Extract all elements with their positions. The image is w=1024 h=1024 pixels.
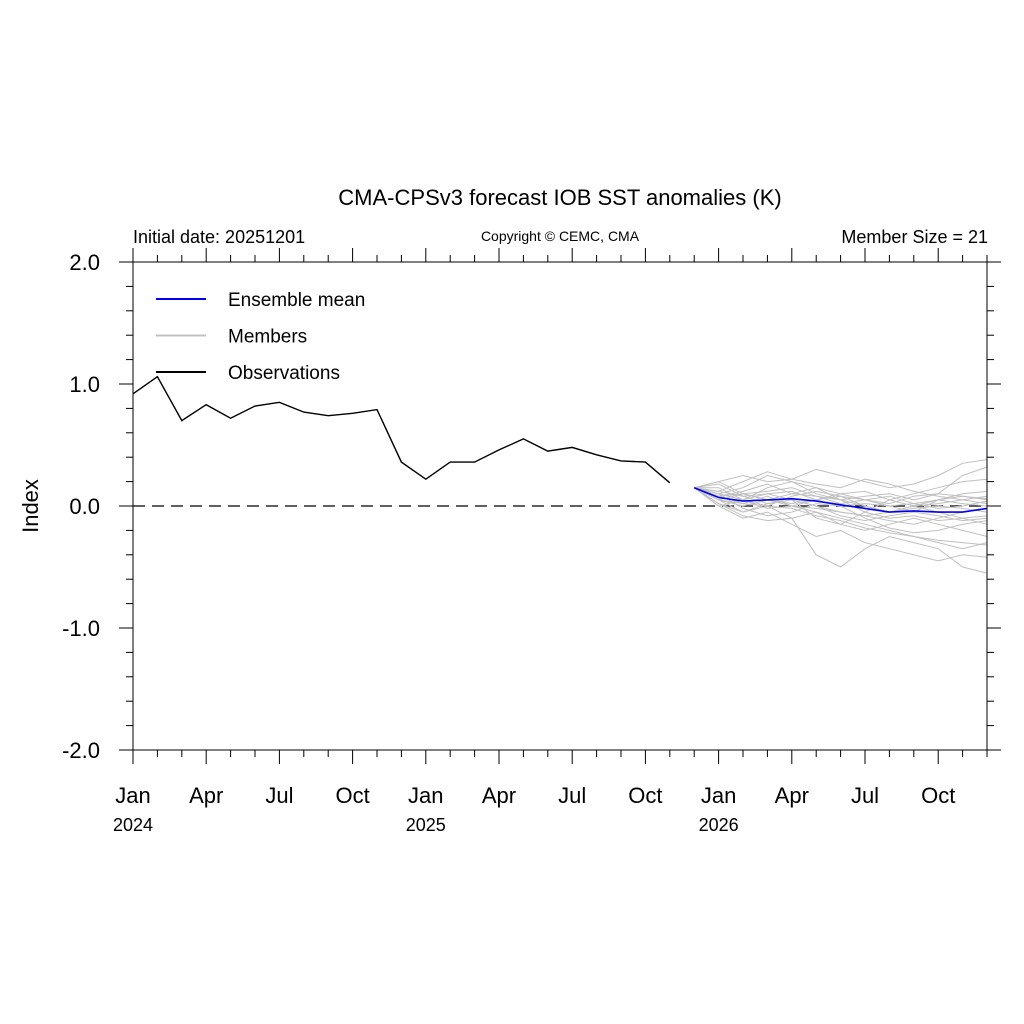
members-series-layer bbox=[693, 459, 988, 574]
x-tick-label: Oct bbox=[335, 783, 369, 808]
plot-frame bbox=[132, 261, 988, 751]
x-tick-label: Jan bbox=[408, 783, 443, 808]
member-line bbox=[694, 487, 988, 505]
y-tick-label: 0.0 bbox=[69, 494, 100, 519]
x-year-label: 2026 bbox=[699, 815, 739, 835]
x-tick-label: Jul bbox=[558, 783, 586, 808]
x-year-label: 2024 bbox=[113, 815, 153, 835]
y-tick-label: -1.0 bbox=[62, 616, 100, 641]
member-line bbox=[693, 487, 988, 522]
chart-title: CMA-CPSv3 forecast IOB SST anomalies (K) bbox=[338, 185, 781, 210]
legend-label: Members bbox=[228, 327, 307, 348]
ensemble-mean-line bbox=[693, 486, 988, 513]
x-tick-label: Oct bbox=[921, 783, 955, 808]
x-tick-label: Apr bbox=[189, 783, 223, 808]
legend-label: Ensemble mean bbox=[228, 290, 365, 311]
chart-subtitle-center: Copyright © CEMC, CMA bbox=[481, 228, 640, 244]
y-tick-label: 2.0 bbox=[69, 250, 100, 275]
y-axis-label: Index bbox=[18, 479, 43, 533]
member-line bbox=[694, 481, 988, 550]
x-tick-label: Jul bbox=[265, 783, 293, 808]
plot-frame-layer bbox=[132, 261, 988, 751]
x-tick-label: Apr bbox=[775, 783, 809, 808]
chart-subtitle-right: Member Size = 21 bbox=[841, 227, 988, 247]
axis-ticks-layer bbox=[119, 248, 1001, 764]
legend: Ensemble mean Members Observations bbox=[156, 290, 365, 384]
x-tick-label: Jan bbox=[701, 783, 736, 808]
y-tick-label: -2.0 bbox=[62, 738, 100, 763]
member-line bbox=[693, 487, 988, 522]
x-tick-label: Jan bbox=[115, 783, 150, 808]
member-line bbox=[694, 471, 988, 505]
observations-series-layer bbox=[132, 375, 671, 484]
chart-subtitle-left: Initial date: 20251201 bbox=[133, 227, 305, 247]
member-line bbox=[693, 487, 988, 517]
legend-label: Observations bbox=[228, 363, 340, 384]
x-tick-label: Jul bbox=[851, 783, 879, 808]
member-line bbox=[693, 487, 988, 562]
x-tick-label: Apr bbox=[482, 783, 516, 808]
tick-labels-layer: 2.0 1.0 0.0 -1.0 -2.0 Jan Apr Jul Oct Jan Apr Jul Oc… bbox=[62, 250, 955, 835]
observations-line bbox=[132, 375, 671, 484]
x-year-label: 2025 bbox=[406, 815, 446, 835]
ensemble-mean-series-layer bbox=[693, 486, 988, 513]
y-tick-label: 1.0 bbox=[69, 372, 100, 397]
member-line bbox=[694, 459, 988, 489]
x-tick-label: Oct bbox=[628, 783, 662, 808]
member-line bbox=[694, 487, 988, 507]
